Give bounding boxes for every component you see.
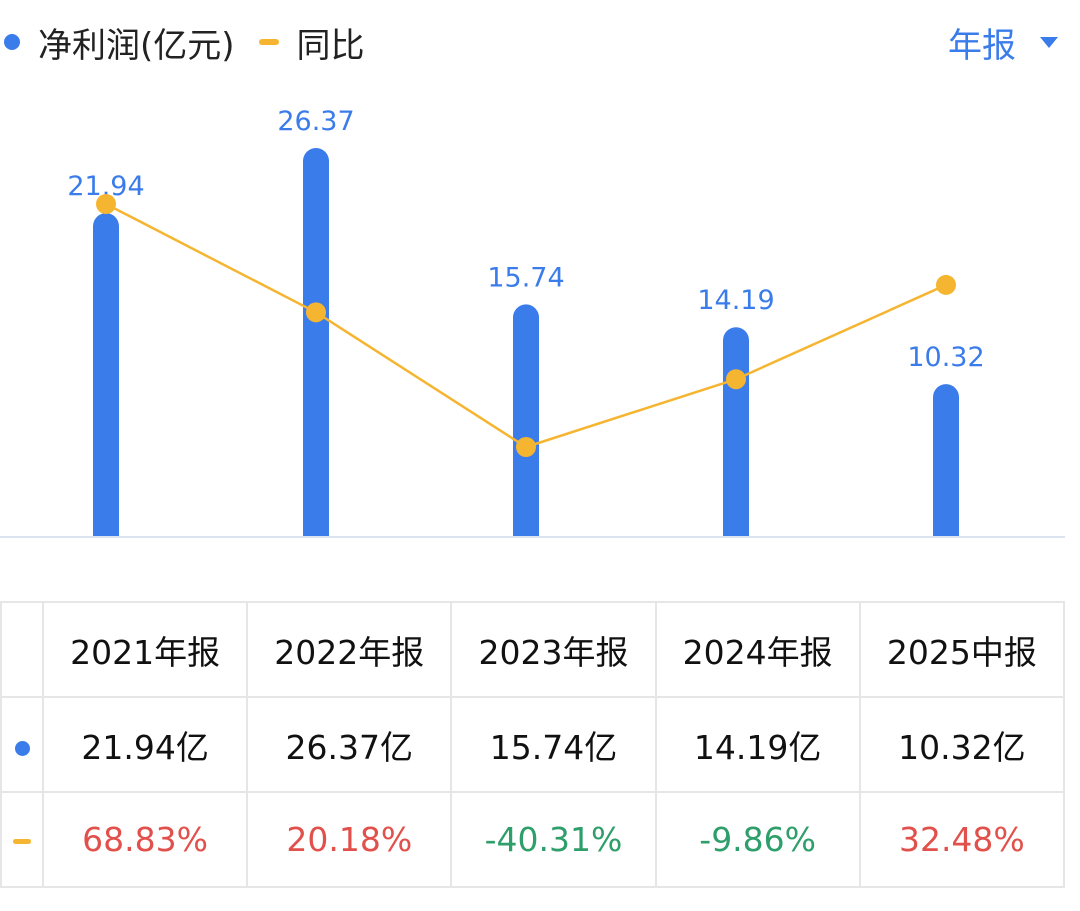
legend-item-net-profit[interactable]: 净利润(亿元) [0, 18, 235, 67]
table-header-cell: 2024年报 [654, 601, 861, 698]
chart-legend: 净利润(亿元) 同比 [0, 18, 365, 66]
table-cell-net-profit: 26.37亿 [246, 696, 453, 793]
table-corner-cell [0, 601, 44, 698]
bar [303, 148, 329, 536]
dot-marker-icon [14, 741, 30, 756]
table-header-cell: 2021年报 [41, 601, 249, 698]
table-cell-yoy: 20.18% [246, 791, 453, 888]
table-cell-yoy: 32.48% [858, 791, 1066, 888]
table-cell-net-profit: 15.74亿 [450, 696, 657, 793]
bar [723, 327, 749, 536]
yoy-point [96, 194, 116, 214]
table-cell-yoy: -9.86% [654, 791, 861, 888]
dash-marker-icon [13, 839, 31, 844]
yoy-point [936, 274, 956, 295]
table-header-cell: 2025中报 [858, 601, 1066, 698]
legend-dash-icon [258, 39, 279, 45]
legend-yoy-label: 同比 [296, 25, 365, 66]
period-dropdown[interactable]: 年报 [948, 18, 1058, 66]
legend-item-yoy[interactable]: 同比 [235, 18, 365, 67]
row-marker-cell [0, 791, 44, 888]
data-table: 2021年报 2022年报 2023年报 2024年报 2025中报 21.94… [0, 601, 1066, 888]
bar [93, 213, 120, 536]
bar-value-label: 14.19 [697, 285, 774, 316]
yoy-point [726, 369, 746, 390]
bar [933, 384, 959, 536]
bar-value-label: 15.74 [487, 262, 564, 293]
caret-down-icon [1040, 36, 1058, 48]
bar [513, 304, 539, 536]
table-header-cell: 2023年报 [450, 601, 657, 698]
legend-net-profit-label: 净利润(亿元) [38, 25, 235, 66]
row-marker-cell [0, 696, 44, 793]
table-row-yoy: 68.83% 20.18% -40.31% -9.86% 32.48% [0, 791, 1066, 888]
table-cell-net-profit: 14.19亿 [654, 696, 861, 793]
table-header-cell: 2022年报 [246, 601, 453, 698]
legend-dot-icon [4, 34, 20, 50]
yoy-point [516, 437, 536, 457]
table-cell-net-profit: 10.32亿 [858, 696, 1066, 793]
table-header-row: 2021年报 2022年报 2023年报 2024年报 2025中报 [0, 601, 1066, 698]
table-cell-net-profit: 21.94亿 [41, 696, 249, 793]
bar-value-label: 10.32 [907, 342, 984, 373]
period-dropdown-label: 年报 [948, 25, 1016, 66]
yoy-point [306, 302, 326, 323]
table-cell-yoy: 68.83% [41, 791, 249, 888]
table-row-net-profit: 21.94亿 26.37亿 15.74亿 14.19亿 10.32亿 [0, 696, 1066, 793]
bar-value-label: 26.37 [277, 106, 354, 137]
table-cell-yoy: -40.31% [450, 791, 657, 888]
